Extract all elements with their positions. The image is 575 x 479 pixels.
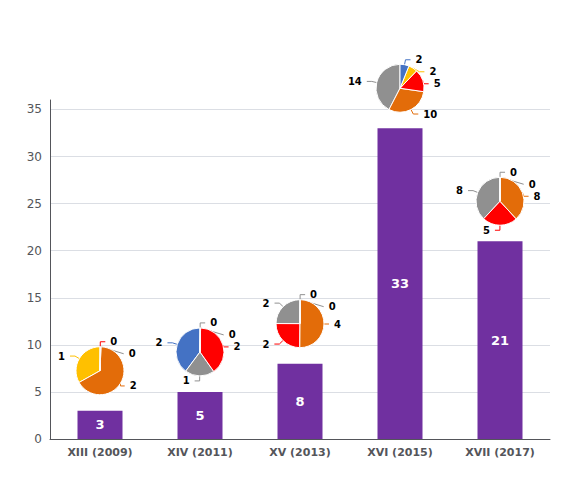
svg-text:0: 0 xyxy=(110,336,117,347)
svg-text:25: 25 xyxy=(27,197,42,211)
svg-text:2: 2 xyxy=(262,339,269,350)
svg-text:10: 10 xyxy=(27,338,42,352)
svg-text:XIII (2009): XIII (2009) xyxy=(67,446,132,459)
svg-text:0: 0 xyxy=(229,329,236,340)
svg-text:XVII (2017): XVII (2017) xyxy=(465,446,535,459)
svg-text:0: 0 xyxy=(210,317,217,328)
svg-text:2: 2 xyxy=(263,298,270,309)
svg-text:2: 2 xyxy=(429,66,436,77)
svg-text:0: 0 xyxy=(129,348,136,359)
svg-text:5: 5 xyxy=(434,78,441,89)
svg-text:35: 35 xyxy=(27,102,42,116)
svg-text:5: 5 xyxy=(195,408,204,423)
svg-text:5: 5 xyxy=(34,385,42,399)
svg-text:33: 33 xyxy=(391,276,409,291)
svg-text:XV (2013): XV (2013) xyxy=(269,446,331,459)
svg-text:8: 8 xyxy=(456,185,463,196)
svg-text:0: 0 xyxy=(310,289,317,300)
svg-text:2: 2 xyxy=(130,380,137,391)
svg-text:XVI (2015): XVI (2015) xyxy=(367,446,433,459)
svg-text:0: 0 xyxy=(34,432,42,446)
svg-text:20: 20 xyxy=(27,244,42,258)
svg-text:10: 10 xyxy=(423,109,437,120)
svg-text:0: 0 xyxy=(329,301,336,312)
svg-text:8: 8 xyxy=(534,191,541,202)
svg-text:0: 0 xyxy=(529,179,536,190)
svg-text:21: 21 xyxy=(491,333,509,348)
svg-text:15: 15 xyxy=(27,291,42,305)
svg-text:2: 2 xyxy=(234,341,241,352)
svg-text:14: 14 xyxy=(348,76,362,87)
svg-text:5: 5 xyxy=(483,225,490,236)
svg-text:8: 8 xyxy=(295,394,304,409)
svg-text:3: 3 xyxy=(95,417,104,432)
svg-text:XIV (2011): XIV (2011) xyxy=(167,446,233,459)
svg-text:4: 4 xyxy=(334,319,341,330)
svg-text:2: 2 xyxy=(155,337,162,348)
svg-text:2: 2 xyxy=(415,54,422,65)
svg-text:1: 1 xyxy=(183,375,190,386)
svg-text:30: 30 xyxy=(27,150,42,164)
svg-text:1: 1 xyxy=(58,351,65,362)
svg-text:0: 0 xyxy=(510,167,517,178)
